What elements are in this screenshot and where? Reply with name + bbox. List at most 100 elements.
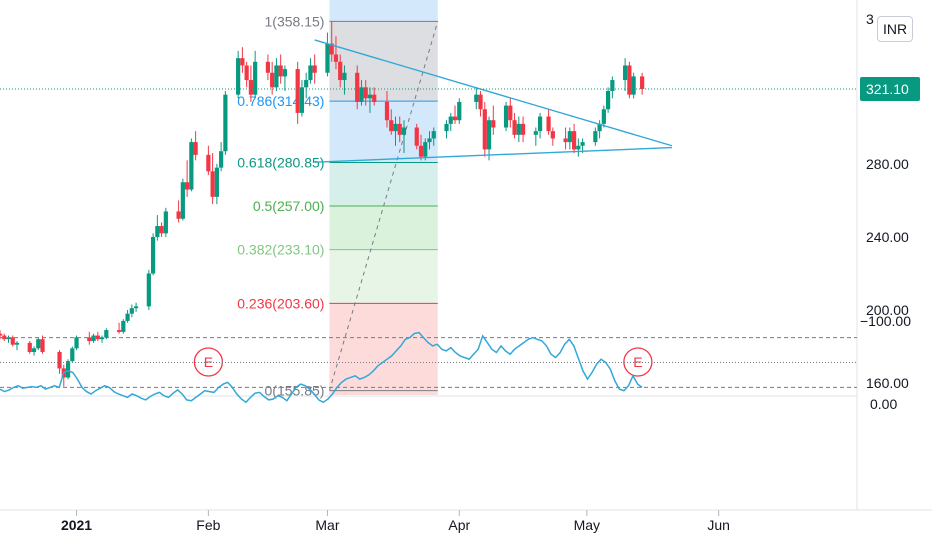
candle <box>65 359 71 380</box>
candle <box>176 200 181 223</box>
candle <box>401 120 407 154</box>
candle <box>295 61 300 124</box>
candle-body <box>176 211 181 219</box>
time-tick-label: 2021 <box>61 517 92 533</box>
time-tick-label: Apr <box>448 517 470 533</box>
candle <box>133 302 139 312</box>
candle-body <box>474 94 479 102</box>
candle <box>601 105 606 128</box>
last-price-tag-label: 321.10 <box>866 81 909 97</box>
candle-body <box>372 94 377 102</box>
candle-body <box>304 80 309 88</box>
candle <box>355 65 360 110</box>
candle-body <box>70 348 75 362</box>
fib-level-label: 0.382(233.10) <box>237 242 324 258</box>
candle-body <box>452 116 458 121</box>
candle <box>159 222 164 237</box>
currency-badge[interactable]: INR <box>877 16 913 42</box>
price-tick-label: 280.00 <box>866 156 909 172</box>
candle-body <box>278 65 283 77</box>
candle <box>270 61 275 95</box>
candle <box>448 112 453 132</box>
candle <box>265 54 271 81</box>
candle-body <box>253 61 258 95</box>
time-tick-label: Feb <box>196 517 220 533</box>
candle-body <box>423 142 428 157</box>
candle <box>2 333 7 342</box>
fib-level-label: 0.786(314.43) <box>237 93 324 109</box>
price-tick-label: 160.00 <box>866 375 909 391</box>
candle <box>427 131 432 150</box>
fib-trend-line <box>328 21 439 391</box>
candle <box>121 319 126 334</box>
candle-body <box>270 72 275 88</box>
candle-body <box>159 226 164 234</box>
candle <box>248 65 253 102</box>
candle-body <box>444 123 449 132</box>
candle-body <box>333 54 339 62</box>
triangle-lower-line <box>314 146 672 163</box>
candle <box>414 123 419 150</box>
fib-level-label: 1(358.15) <box>265 13 325 29</box>
candle <box>206 145 211 175</box>
candle <box>214 164 219 205</box>
candle <box>508 98 513 128</box>
candle-body <box>342 72 347 81</box>
candle-body <box>116 330 122 332</box>
candle <box>185 160 190 197</box>
candle <box>516 116 521 143</box>
candle-body <box>104 330 109 338</box>
candle-body <box>210 171 215 197</box>
candle <box>452 105 458 124</box>
candle <box>282 65 288 91</box>
candle-body <box>359 87 364 102</box>
candle-body <box>193 142 198 155</box>
candle <box>10 335 15 347</box>
oscillator-tick-label: 0.00 <box>870 396 897 412</box>
candle-body <box>27 342 32 352</box>
candle <box>623 58 628 91</box>
candle <box>155 215 160 241</box>
candle-body <box>606 91 611 110</box>
candle <box>342 65 347 95</box>
candle <box>36 337 41 351</box>
candle <box>491 105 496 135</box>
candle-body <box>10 337 15 345</box>
candle-body <box>478 94 483 110</box>
candle <box>240 47 245 73</box>
candle <box>129 304 134 318</box>
candle-body <box>576 145 581 150</box>
candle <box>219 142 224 172</box>
candle-body <box>223 94 228 152</box>
candle <box>91 333 96 343</box>
candle <box>180 178 185 221</box>
candle-body <box>367 94 373 99</box>
candle <box>27 341 32 354</box>
candle <box>546 109 551 135</box>
candle <box>512 112 517 139</box>
candle <box>304 72 309 99</box>
candle-body <box>299 87 305 113</box>
candle <box>57 350 62 374</box>
candle <box>125 310 130 323</box>
candle-body <box>274 65 279 88</box>
candle <box>223 91 228 155</box>
candle <box>333 36 339 70</box>
candle <box>189 138 194 192</box>
candle <box>367 87 373 113</box>
candle-body <box>329 43 334 55</box>
candle-body <box>57 351 62 369</box>
candle-body <box>397 123 402 135</box>
candle-body <box>550 131 555 139</box>
candle-body <box>363 87 368 99</box>
candle-body <box>74 337 79 349</box>
candle-body <box>163 211 168 234</box>
candle <box>74 335 79 351</box>
candle-body <box>601 109 606 124</box>
candle-body <box>36 339 41 349</box>
candle <box>563 127 568 150</box>
candle <box>537 112 543 139</box>
candle-body <box>133 306 139 309</box>
candle <box>610 76 615 99</box>
candle-body <box>308 65 313 81</box>
